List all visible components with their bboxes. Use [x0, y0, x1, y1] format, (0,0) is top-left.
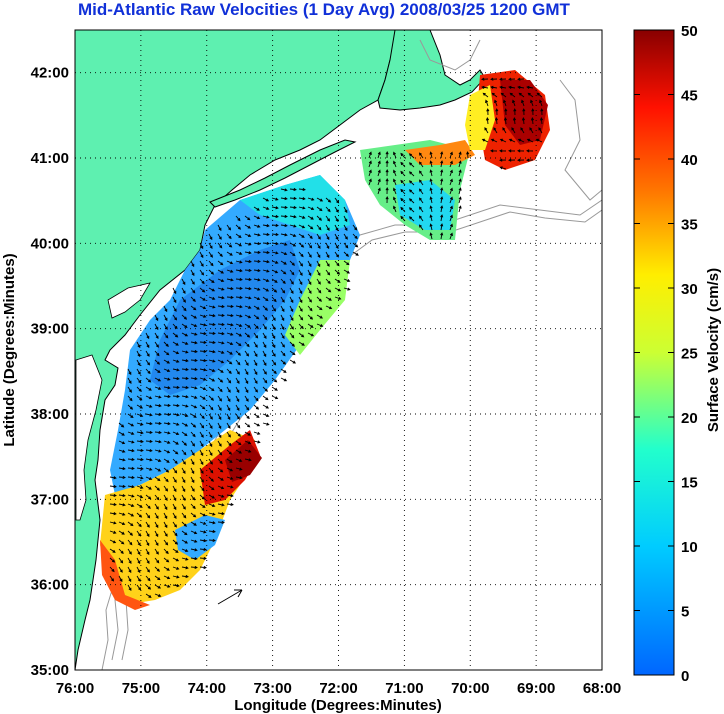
- y-tick-label: 36:00: [31, 577, 69, 594]
- velocity-region-cyan: [240, 175, 350, 235]
- x-tick-label: 73:00: [253, 680, 291, 697]
- colorbar-tick-label: 45: [681, 88, 698, 105]
- reference-arrow: [217, 589, 243, 605]
- velocity-region-ne-orange: [405, 140, 475, 165]
- x-tick-label: 76:00: [56, 680, 94, 697]
- velocity-region-central-deep: [150, 240, 300, 395]
- plot-area: [75, 30, 602, 670]
- land-mainland: [75, 30, 401, 670]
- y-tick-label: 37:00: [31, 491, 69, 508]
- velocity-region-south-blue: [175, 515, 225, 560]
- x-axis: 76:00 75:00 74:00 73:00 72:00 71:00 70:00 69:00…: [56, 680, 621, 697]
- y-tick-label: 41:00: [31, 150, 69, 167]
- velocity-arrows: [109, 77, 544, 598]
- colorbar-tick-label: 50: [681, 23, 698, 40]
- colorbar-tick-label: 30: [681, 281, 698, 298]
- y-tick-label: 40:00: [31, 235, 69, 252]
- velocity-vectors: [109, 77, 544, 598]
- velocity-region-south-hot: [100, 540, 150, 610]
- y-axis: 42:00 41:00 40:00 39:00 38:00 37:00 36:00 35:00: [31, 65, 69, 679]
- y-tick-label: 38:00: [31, 406, 69, 423]
- colorbar-tick-label: 15: [681, 475, 698, 492]
- x-axis-label: Longitude (Degrees:Minutes): [234, 697, 442, 714]
- x-tick-label: 71:00: [385, 680, 423, 697]
- y-tick-label: 35:00: [31, 662, 69, 679]
- colorbar-label: Surface Velocity (cm/s): [705, 268, 722, 432]
- velocity-region-gulfstream-core: [225, 440, 262, 482]
- colorbar-tick-label: 25: [681, 346, 698, 363]
- colorbar-tick-label: 35: [681, 217, 698, 234]
- colorbar-tick-label: 5: [681, 604, 689, 621]
- plot-frame: [74, 29, 603, 671]
- bay-delaware: [107, 282, 151, 319]
- y-tick-label: 39:00: [31, 321, 69, 338]
- y-tick-label: 42:00: [31, 65, 69, 82]
- colorbar-tick-label: 20: [681, 410, 698, 427]
- velocity-region-green-edge: [285, 260, 350, 355]
- x-tick-label: 69:00: [517, 680, 555, 697]
- map-title: Mid-Atlantic Raw Velocities (1 Day Avg) …: [78, 0, 570, 19]
- colorbar-tick-label: 0: [681, 668, 689, 685]
- colorbar-tick-label: 40: [681, 152, 698, 169]
- y-axis-label: Latitude (Degrees:Minutes): [1, 253, 18, 446]
- x-tick-label: 72:00: [319, 680, 357, 697]
- map-grid: [75, 30, 602, 670]
- x-tick-label: 75:00: [122, 680, 160, 697]
- colorbar-tick-label: 10: [681, 539, 698, 556]
- x-tick-label: 68:00: [583, 680, 621, 697]
- x-tick-label: 70:00: [451, 680, 489, 697]
- colorbar-ticks: 0 5 10 15 20 25 30 35 40 45 50: [634, 23, 698, 685]
- x-tick-label: 74:00: [188, 680, 226, 697]
- bay-chesapeake: [75, 354, 103, 521]
- land-long-island: [209, 139, 357, 208]
